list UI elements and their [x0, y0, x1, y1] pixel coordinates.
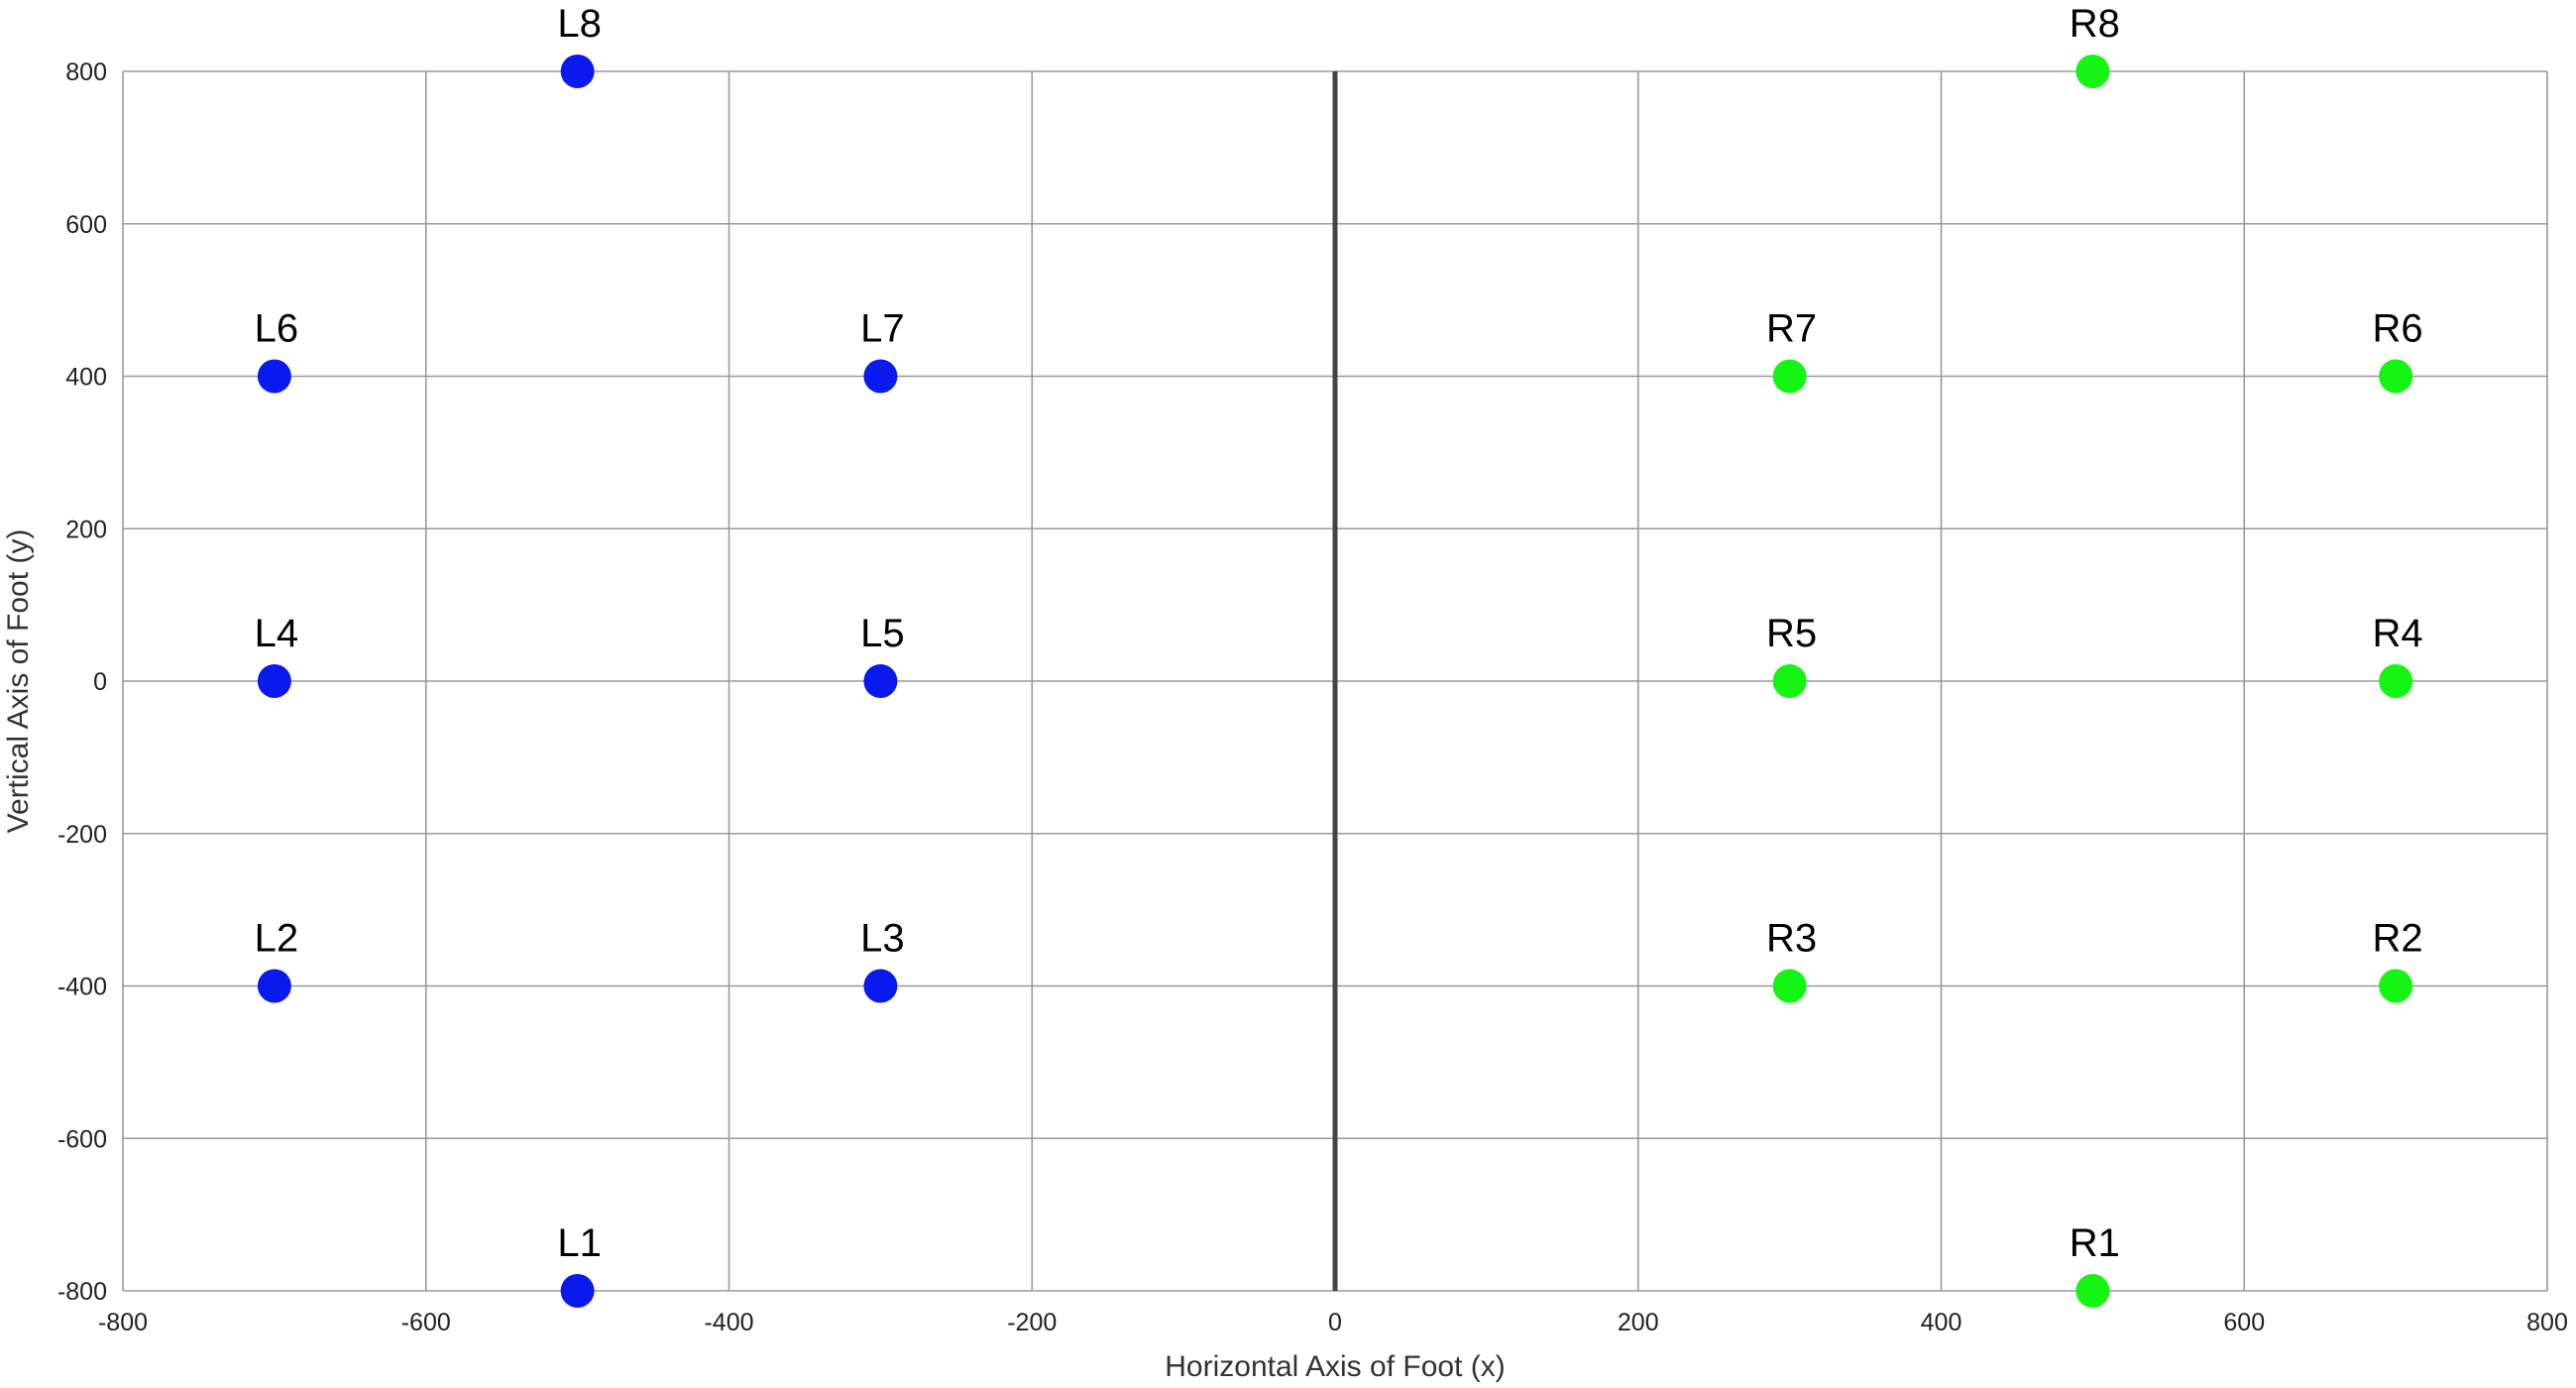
- x-tick-label: -800: [98, 1309, 148, 1336]
- data-label-r5: R5: [1766, 612, 1817, 655]
- y-tick-label: 200: [65, 516, 107, 543]
- data-label-r1: R1: [2070, 1221, 2120, 1265]
- y-axis-title: Vertical Axis of Foot (y): [2, 529, 35, 834]
- x-tick-label: -400: [704, 1309, 753, 1336]
- y-tick-label: -200: [57, 821, 107, 849]
- data-label-l5: L5: [860, 612, 905, 655]
- data-label-r3: R3: [1766, 917, 1817, 961]
- data-point-r4: [2379, 664, 2413, 698]
- data-label-r7: R7: [1766, 307, 1817, 351]
- y-tick-label: 0: [93, 668, 107, 696]
- y-tick-label: -800: [57, 1278, 107, 1306]
- data-point-r5: [1772, 664, 1807, 698]
- data-point-r2: [2379, 969, 2413, 1003]
- data-label-l2: L2: [255, 917, 299, 961]
- data-point-l8: [560, 55, 595, 88]
- x-tick-label: 200: [1618, 1309, 1659, 1336]
- data-label-l8: L8: [557, 2, 602, 46]
- data-label-l1: L1: [557, 1221, 602, 1265]
- data-point-r3: [1772, 969, 1807, 1003]
- y-tick-label: 800: [65, 58, 107, 86]
- x-tick-label: -200: [1007, 1309, 1057, 1336]
- data-point-r7: [1772, 359, 1807, 394]
- x-tick-label: 400: [1921, 1309, 1962, 1336]
- data-label-r4: R4: [2373, 612, 2423, 655]
- axis-ticks: -800 -600 -400 -200 0 200 400 600 800 -800 -600 -40…: [57, 58, 2568, 1336]
- data-point-l3: [863, 969, 898, 1003]
- data-point-r1: [2075, 1274, 2110, 1308]
- data-label-l6: L6: [255, 307, 299, 351]
- data-label-l7: L7: [860, 307, 905, 351]
- data-point-l1: [560, 1274, 595, 1308]
- data-label-r6: R6: [2373, 307, 2423, 351]
- data-label-r2: R2: [2373, 917, 2423, 961]
- x-tick-label: 800: [2526, 1309, 2568, 1336]
- x-tick-label: 600: [2223, 1309, 2265, 1336]
- y-tick-label: 400: [65, 364, 107, 392]
- x-tick-label: -600: [401, 1309, 451, 1336]
- data-point-r6: [2379, 359, 2413, 394]
- data-label-r8: R8: [2070, 2, 2120, 46]
- data-label-l3: L3: [860, 917, 905, 961]
- x-tick-label: 0: [1328, 1309, 1342, 1336]
- y-tick-label: -600: [57, 1125, 107, 1153]
- y-tick-label: -400: [57, 974, 107, 1001]
- data-point-l5: [863, 664, 898, 698]
- data-point-l6: [257, 359, 291, 394]
- data-label-l4: L4: [255, 612, 299, 655]
- data-point-l7: [863, 359, 898, 394]
- data-point-l2: [257, 969, 291, 1003]
- data-point-l4: [257, 664, 291, 698]
- y-tick-label: 600: [65, 211, 107, 239]
- data-point-r8: [2075, 55, 2110, 88]
- data-points: L1 L2 L3 L4 L5 L6 L7 L8 R1 R2 R3 R4 R5 R6 R7 R8: [255, 2, 2423, 1308]
- grid: [122, 70, 2548, 1292]
- x-axis-title: Horizontal Axis of Foot (x): [1165, 1350, 1505, 1383]
